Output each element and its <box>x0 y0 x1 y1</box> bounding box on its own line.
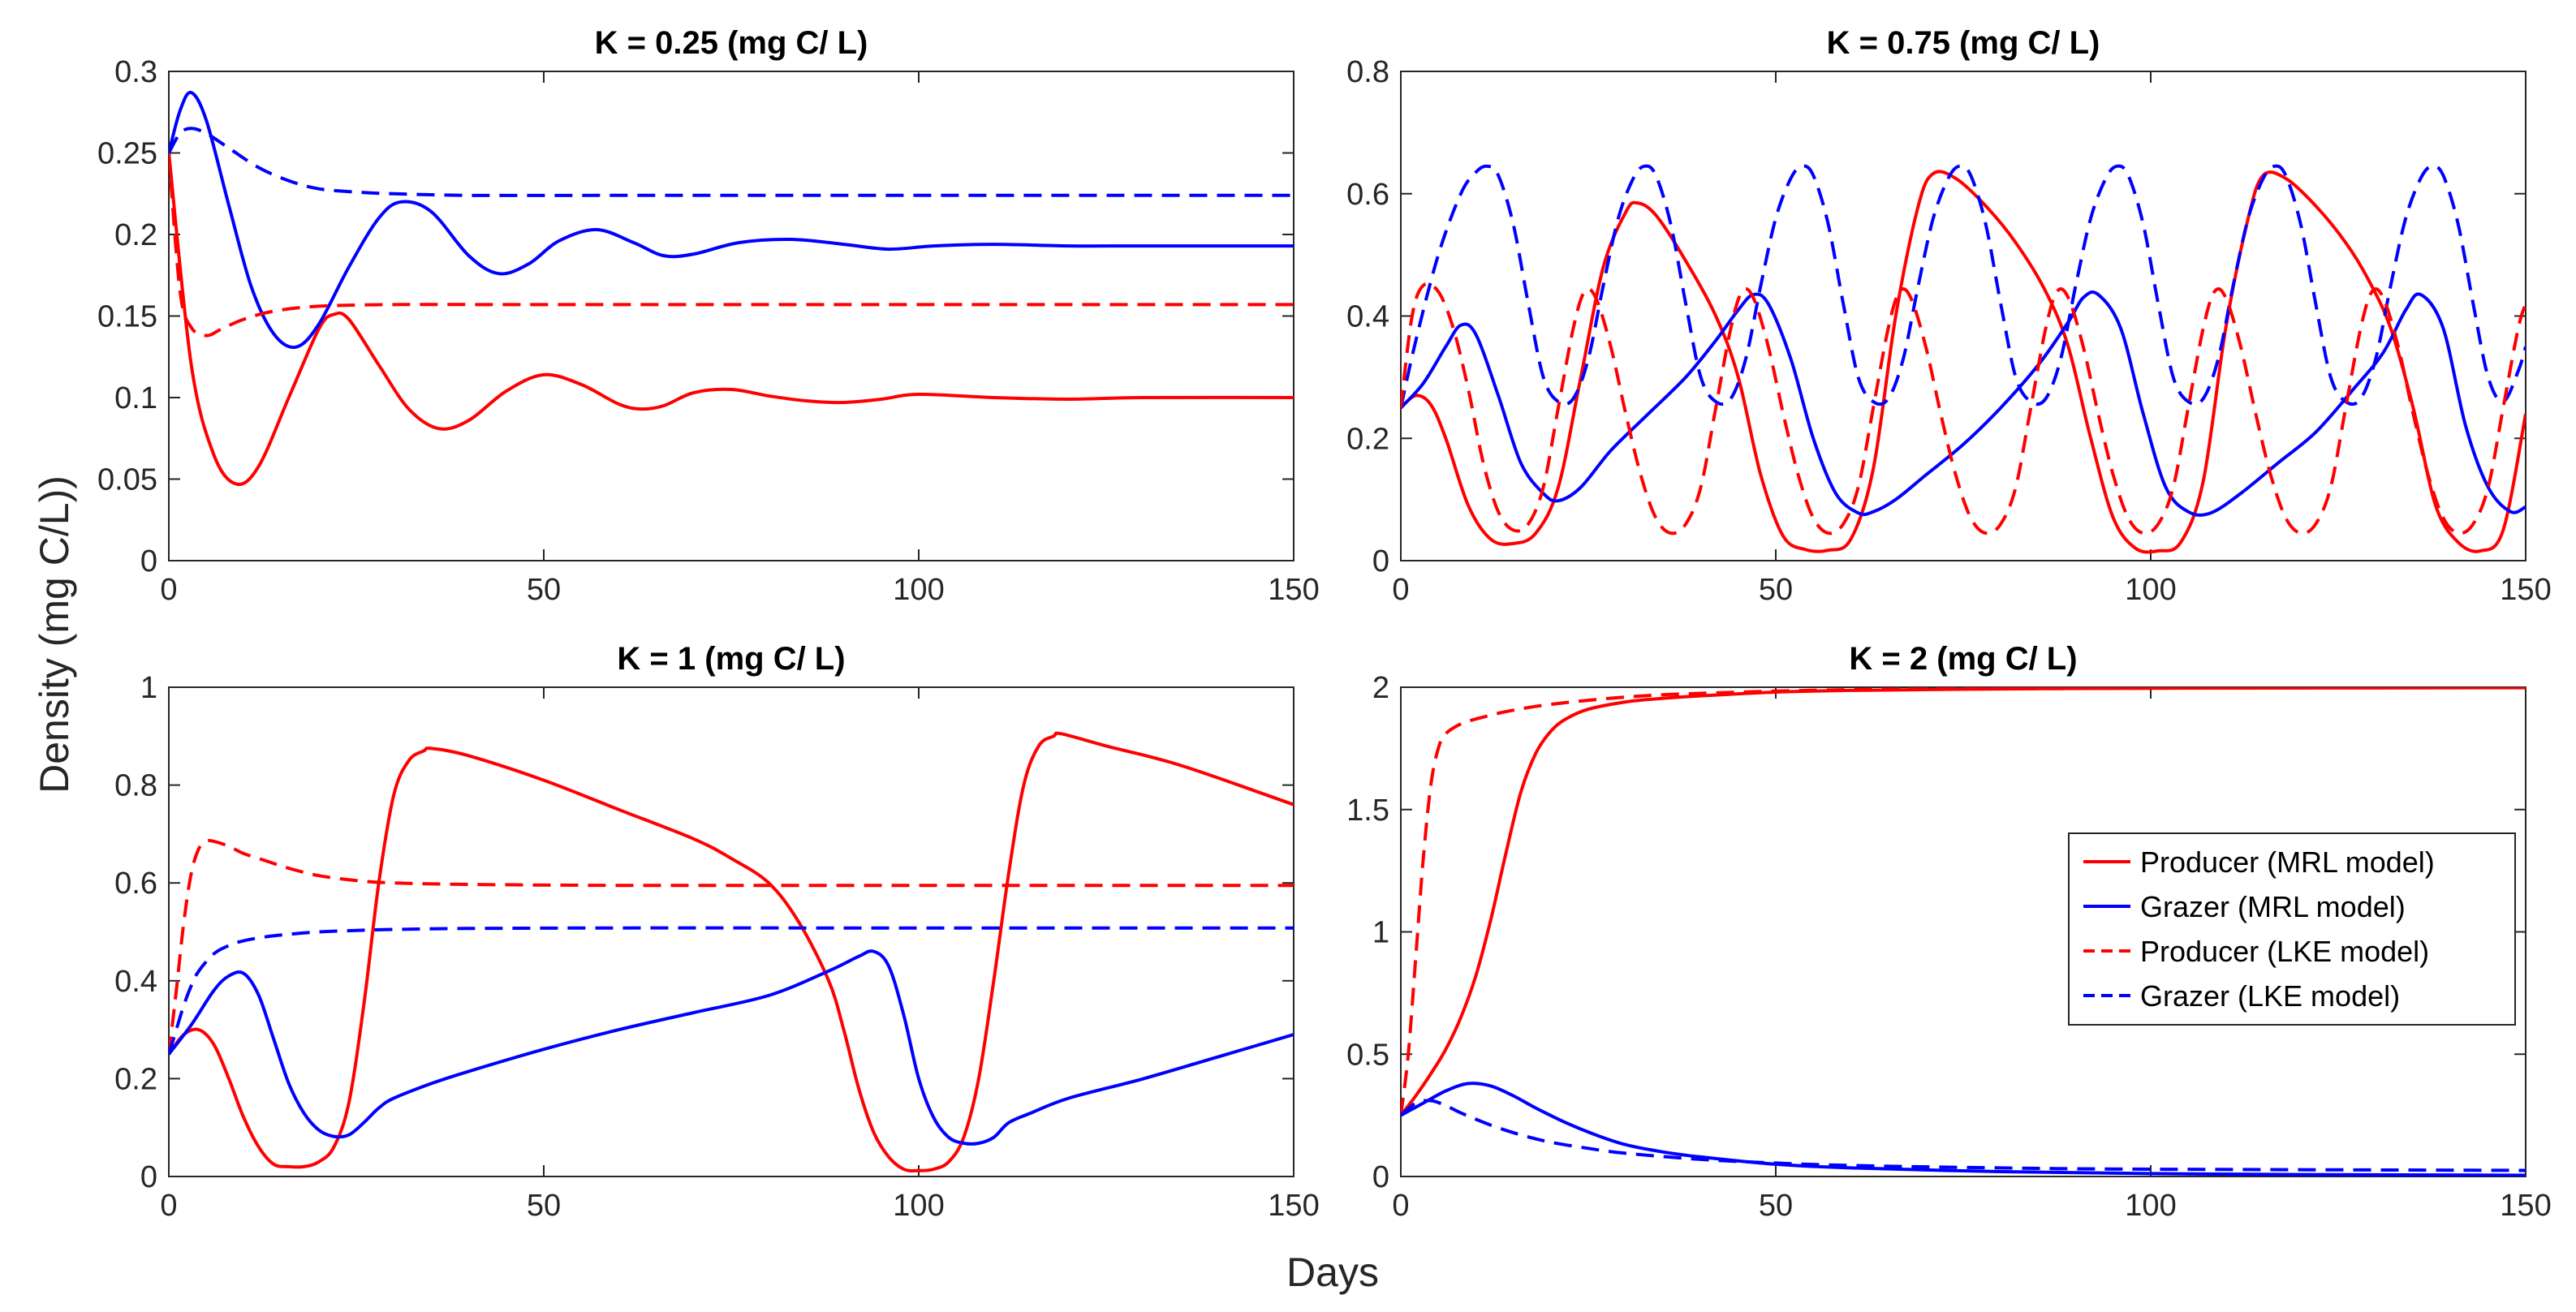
axes-box-k-0-25 <box>168 71 1294 561</box>
y-tick-label: 0.5 <box>1346 1038 1389 1072</box>
y-tick-label: 0 <box>1372 544 1389 579</box>
x-tick-label: 0 <box>1392 573 1409 607</box>
series-line-grazer-lke-model-k-2 <box>1401 1099 2526 1172</box>
x-tick-label: 0 <box>160 573 177 607</box>
x-tick-label: 150 <box>1268 573 1319 607</box>
x-tick-label: 100 <box>2125 573 2176 607</box>
y-tick-label: 0.8 <box>1346 55 1389 89</box>
y-tick-label: 0.25 <box>97 137 157 171</box>
x-tick-label: 100 <box>893 573 944 607</box>
y-tick-label: 0.05 <box>97 463 157 497</box>
y-tick-label: 0.1 <box>114 381 157 415</box>
x-tick-label: 50 <box>527 573 561 607</box>
series-line-producer-mrl-model-k-1 <box>169 731 1294 1172</box>
x-tick-label: 150 <box>2500 573 2551 607</box>
axes-box-k-0-75 <box>1400 71 2526 561</box>
series-line-producer-lke-model-k-0-25 <box>169 153 1294 338</box>
x-tick-label: 50 <box>527 1189 561 1223</box>
y-tick-label: 2 <box>1372 671 1389 705</box>
series-line-producer-mrl-model-k-0-25 <box>169 153 1294 486</box>
legend-label-producer-mrl: Producer (MRL model) <box>2140 845 2435 879</box>
y-tick-label: 0.2 <box>1346 422 1389 456</box>
series-line-grazer-lke-model-k-1 <box>169 926 1294 1055</box>
x-tick-label: 150 <box>2500 1189 2551 1223</box>
x-tick-label: 0 <box>160 1189 177 1223</box>
y-tick-label: 0.3 <box>114 55 157 89</box>
x-tick-label: 150 <box>1268 1189 1319 1223</box>
series-line-producer-lke-model-k-2 <box>1401 687 2526 1116</box>
y-tick-label: 1 <box>1372 916 1389 950</box>
panel-k-0-25: 0 50 100 150 0 0.05 0.1 0.15 0.2 0.25 0.3 K = 0.25 … <box>97 25 1320 607</box>
y-tick-label: 0.6 <box>1346 178 1389 212</box>
y-tick-label: 0.6 <box>114 867 157 901</box>
legend-label-grazer-lke: Grazer (LKE model) <box>2140 979 2400 1013</box>
y-tick-label: 0.4 <box>114 965 157 999</box>
x-axis-label: Days <box>1286 1250 1379 1295</box>
panel-title-k-0-25: K = 0.25 (mg C/ L) <box>595 25 868 61</box>
y-tick-label: 0 <box>140 1160 157 1194</box>
y-axis-label: Density (mg C/L)) <box>32 475 77 794</box>
series-line-grazer-mrl-model-k-0-25 <box>169 90 1294 350</box>
legend-label-producer-lke: Producer (LKE model) <box>2140 935 2429 968</box>
panel-title-k-0-75: K = 0.75 (mg C/ L) <box>1827 25 2100 61</box>
panel-title-k-1: K = 1 (mg C/ L) <box>617 641 845 677</box>
panel-title-k-2: K = 2 (mg C/ L) <box>1849 641 2077 677</box>
x-tick-label: 100 <box>893 1189 944 1223</box>
y-tick-label: 0.2 <box>114 218 157 252</box>
series-line-grazer-mrl-model-k-1 <box>169 949 1294 1146</box>
panel-k-1: 0 50 100 150 0 0.2 0.4 0.6 0.8 1 K = 1 (mg C/ L) <box>114 641 1320 1223</box>
y-tick-label: 0 <box>1372 1160 1389 1194</box>
legend: Producer (MRL model) Grazer (MRL model) … <box>2068 832 2516 1026</box>
x-tick-label: 50 <box>1759 573 1793 607</box>
panel-k-0-75: 0 50 100 150 0 0.2 0.4 0.6 0.8 K = 0.75 (mg C/ L) <box>1346 25 2552 607</box>
y-tick-label: 0.4 <box>1346 300 1389 334</box>
y-tick-label: 1 <box>140 671 157 705</box>
series-line-grazer-lke-model-k-0-75 <box>1401 164 2526 409</box>
legend-label-grazer-mrl: Grazer (MRL model) <box>2140 890 2406 923</box>
x-tick-label: 100 <box>2125 1189 2176 1223</box>
y-tick-label: 1.5 <box>1346 794 1389 828</box>
legend-box <box>2068 832 2516 1026</box>
series-line-producer-lke-model-k-1 <box>169 838 1294 1055</box>
y-tick-label: 0.8 <box>114 769 157 803</box>
series-line-grazer-mrl-model-k-0-75 <box>1401 290 2526 517</box>
y-tick-label: 0 <box>140 544 157 579</box>
y-tick-label: 0.15 <box>97 300 157 334</box>
axes-box-k-1 <box>168 686 1294 1177</box>
x-tick-label: 0 <box>1392 1189 1409 1223</box>
x-tick-label: 50 <box>1759 1189 1793 1223</box>
series-line-grazer-mrl-model-k-2 <box>1401 1082 2526 1176</box>
y-tick-label: 0.2 <box>114 1062 157 1096</box>
